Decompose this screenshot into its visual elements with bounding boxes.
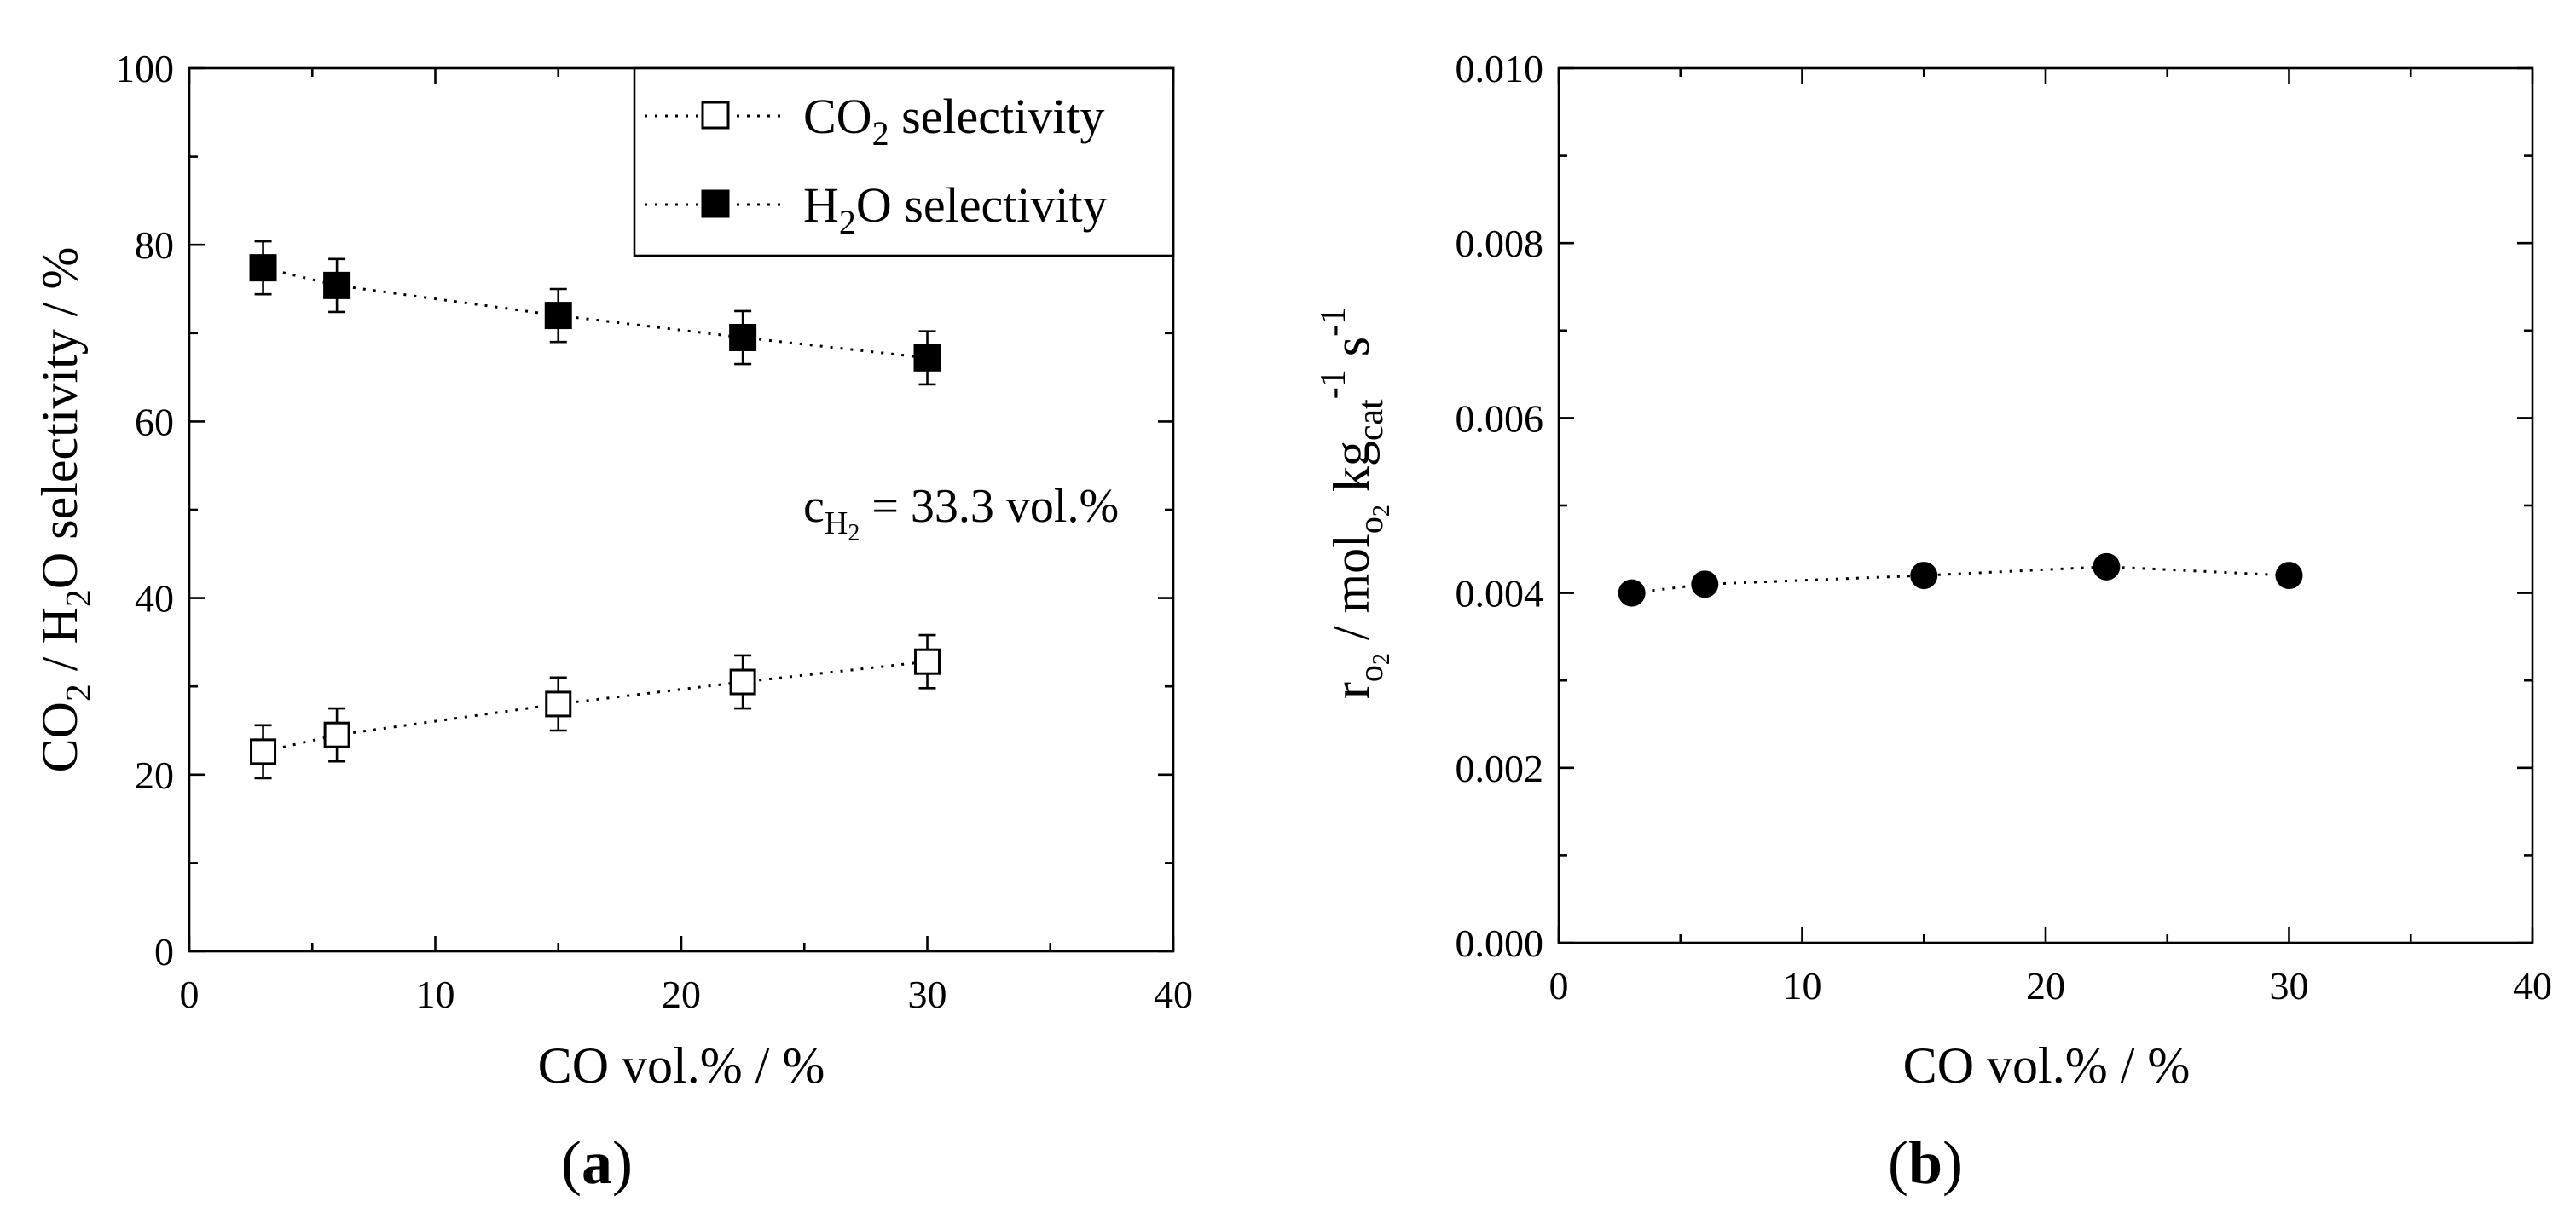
panel-a: 0 10 20 30 40 0 20 40 60 80 100 CO2 selectivity H2… <box>32 47 1193 1197</box>
data-point-h2o <box>323 271 351 299</box>
panel-a-annotation: cH2 = 33.3 vol.% <box>803 480 1119 546</box>
data-point-ro2 <box>1618 579 1646 607</box>
y-tick-label: 60 <box>135 400 174 443</box>
panel-b-x-axis-title: CO vol.% / % <box>1903 1037 2191 1094</box>
x-tick-label: 0 <box>180 973 200 1016</box>
data-point-ro2 <box>1910 562 1938 590</box>
data-point-h2o <box>913 344 941 372</box>
x-tick-label: 20 <box>662 973 701 1016</box>
x-tick-label: 10 <box>416 973 455 1016</box>
panel-b-ticks: 0 10 20 30 40 0.000 0.002 0.004 0.006 0.008 0.010 <box>1456 47 2553 1008</box>
y-tick-label: 0.004 <box>1456 572 1544 615</box>
x-tick-label: 10 <box>1783 964 1822 1008</box>
data-point-co2 <box>914 648 941 675</box>
y-tick-label: 0.000 <box>1456 921 1544 965</box>
data-point-co2 <box>545 690 572 718</box>
panel-b-points <box>1618 552 2303 607</box>
legend-marker-h2o <box>701 189 730 218</box>
legend-label-co2: CO2 selectivity <box>803 89 1104 153</box>
panel-a-y-axis-title: CO2 / H2O selectivity / % <box>32 247 99 773</box>
x-tick-label: 40 <box>2513 964 2552 1008</box>
x-tick-label: 40 <box>1154 973 1193 1016</box>
data-point-h2o <box>729 323 757 351</box>
x-tick-label: 0 <box>1549 964 1569 1008</box>
data-point-h2o <box>544 302 572 330</box>
data-point-ro2 <box>1691 570 1719 598</box>
legend-label-h2o: H2O selectivity <box>803 177 1108 241</box>
data-point-co2 <box>323 721 350 748</box>
y-tick-label: 100 <box>115 47 174 90</box>
x-tick-label: 30 <box>908 973 947 1016</box>
data-point-ro2 <box>2275 562 2303 590</box>
panel-b-label: (b) <box>1888 1129 1963 1197</box>
legend-frame <box>633 66 1175 257</box>
y-tick-label: 40 <box>135 577 174 621</box>
x-tick-label: 30 <box>2270 964 2309 1008</box>
y-tick-label: 0.002 <box>1456 747 1544 790</box>
y-tick-label: 20 <box>135 754 174 797</box>
y-tick-label: 80 <box>135 223 174 267</box>
series-line-0 <box>1631 565 2289 595</box>
y-tick-label: 0.010 <box>1456 47 1544 90</box>
panel-a-label: (a) <box>561 1129 633 1197</box>
panel-b-series-lines <box>1631 565 2289 595</box>
panel-a-points <box>249 254 941 765</box>
y-tick-label: 0 <box>154 930 174 973</box>
panel-a-legend: CO2 selectivity H2O selectivity <box>633 66 1175 257</box>
x-tick-label: 20 <box>2026 964 2065 1008</box>
panel-b-y-axis-title: ro2 / molo2 kgcat-1 s-1 <box>1314 307 1395 699</box>
panel-b: 0 10 20 30 400.0000.0020.0040.0060.0080.010 … <box>1314 47 2552 1197</box>
series-line-0 <box>263 660 928 754</box>
y-tick-label: 0.008 <box>1456 222 1544 265</box>
series-line-1 <box>263 266 928 360</box>
data-point-co2 <box>250 738 277 765</box>
data-point-h2o <box>249 254 277 282</box>
panel-a-x-axis-title: CO vol.% / % <box>538 1037 825 1094</box>
y-tick-label: 0.006 <box>1456 396 1544 440</box>
panel-b-axes-box <box>1557 66 2534 944</box>
data-point-ro2 <box>2093 552 2121 581</box>
legend-marker-co2 <box>701 101 730 130</box>
data-point-co2 <box>729 668 756 696</box>
